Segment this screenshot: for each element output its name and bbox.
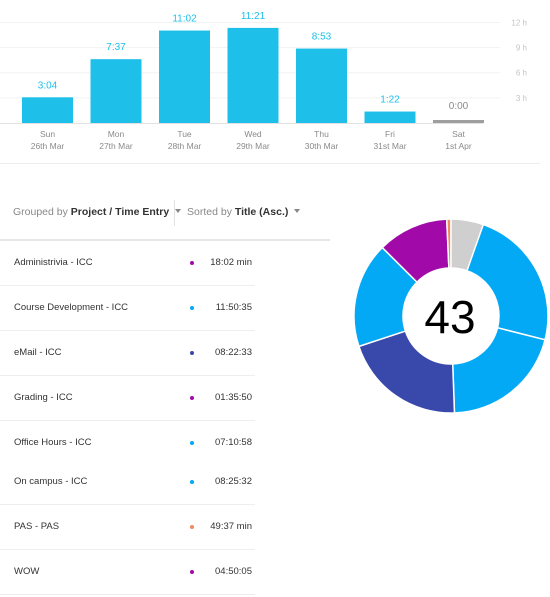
entry-duration: 04:50:05 (215, 566, 252, 577)
donut-segment[interactable] (357, 330, 456, 414)
color-dot-icon (190, 525, 194, 529)
list-item[interactable]: Office Hours - ICC 07:10:58 (0, 421, 255, 466)
x-tick-day: Tue (177, 129, 192, 139)
y-tick-label: 6 h (516, 69, 527, 78)
x-tick-day: Thu (314, 129, 329, 139)
project-donut-chart (353, 218, 549, 414)
group-by-value: Project / Time Entry (70, 206, 170, 218)
bar-value-label: 7:37 (106, 42, 126, 53)
y-tick-label: 12 h (511, 18, 527, 27)
x-tick-date: 30th Mar (305, 141, 339, 151)
color-dot-icon (190, 396, 194, 400)
bar-value-label: 0:00 (449, 101, 469, 112)
entry-duration: 11:50:35 (215, 302, 252, 313)
x-tick-day: Sat (452, 129, 465, 139)
toolbar-divider (174, 200, 175, 226)
entry-title: Administrivia - ICC (14, 257, 93, 268)
x-tick-day: Fri (385, 129, 395, 139)
weekly-time-chart: 3 h 6 h 9 h 12 h 3:04 Sun 26th Mar 7:37 Mon 27th … (0, 11, 540, 164)
color-dot-icon (190, 441, 194, 445)
bar-value-label: 3:04 (38, 80, 58, 91)
sort-by-value: Title (Asc.) (234, 206, 289, 218)
list-item[interactable]: On campus - ICC 08:25:32 (0, 460, 255, 505)
entry-title: Grading - ICC (14, 392, 73, 403)
entry-title: Course Development - ICC (14, 302, 129, 313)
bar (296, 48, 347, 124)
list-item[interactable]: WOW 04:50:05 (0, 550, 255, 595)
x-tick-date: 31st Mar (373, 141, 406, 151)
color-dot-icon (190, 261, 194, 265)
x-tick-day: Sun (40, 129, 55, 139)
list-item[interactable]: PAS - PAS 49:37 min (0, 505, 255, 550)
bar (433, 120, 484, 123)
bar (90, 59, 142, 123)
x-tick-date: 29th Mar (236, 141, 270, 151)
donut-segment[interactable] (450, 218, 485, 272)
chevron-down-icon (294, 209, 301, 213)
x-tick-date: 1st Apr (445, 141, 472, 151)
y-tick-label: 3 h (516, 94, 527, 103)
list-item[interactable]: Grading - ICC 01:35:50 (0, 376, 255, 421)
list-item[interactable]: Course Development - ICC 11:50:35 (0, 286, 255, 331)
bar (159, 30, 210, 124)
donut-center-count: 43 (424, 291, 476, 343)
bar-value-label: 11:21 (241, 11, 266, 22)
bar-value-label: 1:22 (380, 95, 400, 106)
sort-by-dropdown[interactable]: Sorted by Title (Asc.) (187, 206, 301, 218)
x-tick-date: 28th Mar (168, 141, 202, 151)
entry-duration: 08:25:32 (215, 476, 252, 487)
bar-value-label: 11:02 (172, 14, 197, 25)
color-dot-icon (190, 570, 194, 574)
bar (364, 111, 416, 123)
entry-title: On campus - ICC (14, 476, 88, 487)
x-tick-date: 26th Mar (31, 141, 65, 151)
list-item[interactable]: eMail - ICC 08:22:33 (0, 331, 255, 376)
entry-duration: 01:35:50 (215, 392, 252, 403)
entry-duration: 07:10:58 (215, 437, 252, 448)
list-divider (0, 239, 330, 241)
color-dot-icon (190, 480, 194, 484)
entry-title: WOW (14, 566, 40, 577)
group-by-prefix: Grouped by (13, 206, 68, 218)
x-tick-date: 27th Mar (99, 141, 133, 151)
chevron-down-icon (175, 209, 182, 213)
bar-value-label: 8:53 (312, 32, 332, 43)
x-tick-day: Mon (108, 129, 125, 139)
group-by-dropdown[interactable]: Grouped by Project / Time Entry (13, 206, 182, 218)
entry-title: eMail - ICC (14, 347, 62, 358)
entry-title: Office Hours - ICC (14, 437, 92, 448)
donut-segment[interactable] (451, 326, 546, 414)
bar (227, 27, 279, 123)
entry-duration: 49:37 min (210, 521, 252, 532)
sort-by-prefix: Sorted by (187, 206, 232, 218)
x-tick-day: Wed (244, 129, 262, 139)
entry-title: PAS - PAS (14, 521, 60, 532)
bar (22, 97, 73, 123)
entry-duration: 08:22:33 (215, 347, 252, 358)
list-item[interactable]: Administrivia - ICC 18:02 min (0, 241, 255, 286)
list-toolbar: Grouped by Project / Time Entry Sorted b… (0, 200, 330, 230)
entry-duration: 18:02 min (210, 257, 252, 268)
color-dot-icon (190, 306, 194, 310)
color-dot-icon (190, 351, 194, 355)
y-tick-label: 9 h (516, 44, 527, 53)
